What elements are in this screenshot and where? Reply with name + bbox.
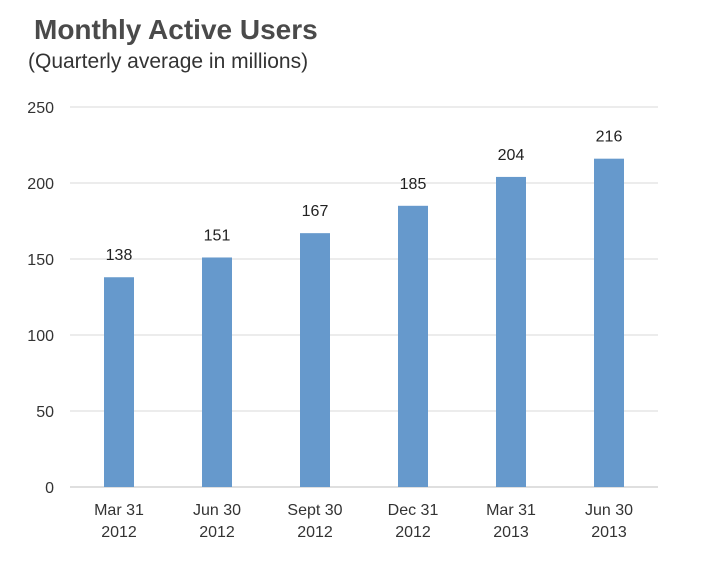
- x-axis-ticks: Mar 31 2012 Jun 30 2012 Sept 30 2012 Dec 31 201…: [94, 502, 633, 541]
- y-tick-label: 100: [27, 328, 54, 345]
- bars: [104, 158, 624, 488]
- data-label: 216: [596, 129, 623, 146]
- x-tick-label: Jun 30: [193, 502, 241, 519]
- data-label: 185: [400, 176, 427, 193]
- x-tick-label: 2012: [297, 524, 333, 541]
- x-tick-label: Jun 30: [585, 502, 633, 519]
- x-tick-label: 2012: [395, 524, 431, 541]
- data-label: 151: [204, 227, 231, 244]
- bar: [398, 205, 428, 488]
- chart-title: Monthly Active Users: [34, 14, 318, 45]
- chart-subtitle: (Quarterly average in millions): [28, 50, 309, 73]
- data-label: 204: [498, 147, 525, 164]
- data-label: 167: [302, 203, 329, 220]
- bar: [496, 176, 526, 488]
- y-tick-label: 50: [36, 404, 54, 421]
- y-tick-label: 0: [45, 480, 54, 497]
- x-tick-label: Mar 31: [486, 502, 536, 519]
- bar: [104, 277, 134, 487]
- x-tick-label: Sept 30: [287, 502, 342, 519]
- x-tick-label: 2012: [199, 524, 235, 541]
- y-tick-label: 150: [27, 252, 54, 269]
- x-tick-label: 2013: [493, 524, 529, 541]
- x-tick-label: Dec 31: [388, 502, 439, 519]
- bar: [202, 257, 232, 487]
- x-tick-label: 2012: [101, 524, 137, 541]
- y-tick-label: 200: [27, 176, 54, 193]
- y-tick-label: 250: [27, 100, 54, 117]
- x-tick-label: Mar 31: [94, 502, 144, 519]
- y-axis-ticks: 0 50 100 150 200 250: [27, 100, 54, 497]
- data-labels: 138 151 167 185 204 216: [106, 129, 623, 265]
- bar: [300, 233, 330, 487]
- gridlines: [70, 106, 658, 488]
- data-label: 138: [106, 247, 133, 264]
- bar: [594, 158, 624, 487]
- x-tick-label: 2013: [591, 524, 627, 541]
